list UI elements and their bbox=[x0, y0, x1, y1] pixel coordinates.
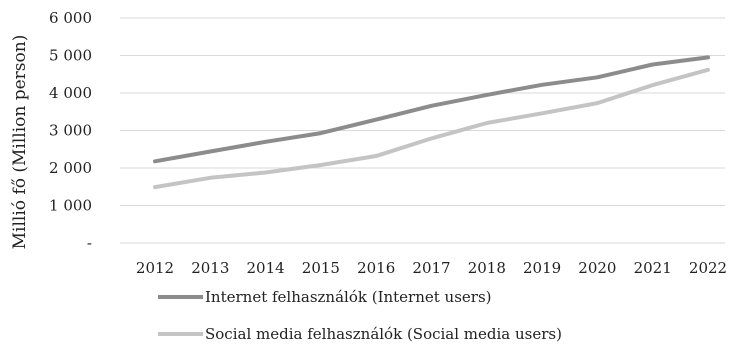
x-axis-ticks: 2012 2013 2014 2015 2016 2017 2018 2019 2020 2021… bbox=[136, 259, 727, 277]
x-tick-label: 2012 bbox=[136, 259, 174, 277]
y-tick-label: 2 000 bbox=[49, 159, 92, 177]
y-tick-label: 6 000 bbox=[49, 9, 92, 27]
x-tick-label: 2022 bbox=[689, 259, 727, 277]
x-tick-label: 2014 bbox=[247, 259, 285, 277]
x-tick-label: 2013 bbox=[191, 259, 229, 277]
y-axis-ticks: - 1 000 2 000 3 000 4 000 5 000 6 000 bbox=[49, 9, 92, 252]
y-tick-label: 5 000 bbox=[49, 47, 92, 65]
x-tick-label: 2019 bbox=[523, 259, 561, 277]
y-axis-title: Millió fő (Million person) bbox=[10, 35, 30, 250]
x-tick-label: 2018 bbox=[468, 259, 506, 277]
x-tick-label: 2021 bbox=[634, 259, 672, 277]
y-tick-label: 4 000 bbox=[49, 84, 92, 102]
legend-label: Internet felhasználók (Internet users) bbox=[205, 288, 492, 306]
series-lines bbox=[153, 55, 710, 190]
legend: Internet felhasználók (Internet users) So… bbox=[158, 288, 562, 343]
legend-label: Social media felhasználók (Social media … bbox=[205, 325, 562, 343]
x-tick-label: 2015 bbox=[302, 259, 340, 277]
x-tick-label: 2017 bbox=[412, 259, 450, 277]
series-line-1 bbox=[153, 55, 710, 164]
series-line-2 bbox=[153, 67, 710, 190]
y-tick-label: 3 000 bbox=[49, 122, 92, 140]
y-tick-label: - bbox=[87, 234, 92, 252]
y-tick-label: 1 000 bbox=[49, 197, 92, 215]
x-tick-label: 2020 bbox=[578, 259, 616, 277]
x-tick-label: 2016 bbox=[357, 259, 395, 277]
gridlines bbox=[120, 17, 725, 244]
